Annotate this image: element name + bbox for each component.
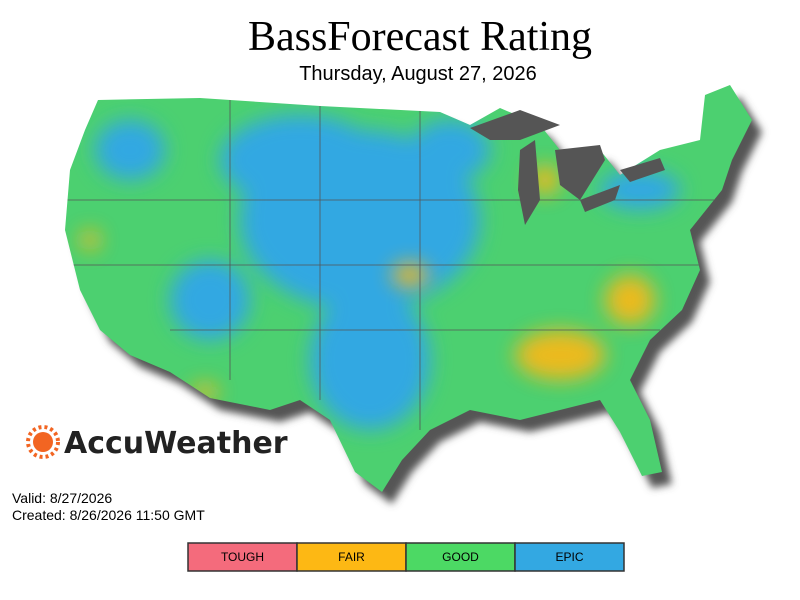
title: BassForecast Rating <box>248 14 592 60</box>
map <box>65 85 762 504</box>
brand-logo: AccuWeather <box>26 425 288 461</box>
legend-label: TOUGH <box>221 550 264 564</box>
created-date: Created: 8/26/2026 11:50 GMT <box>12 507 205 523</box>
brand-name: AccuWeather <box>64 426 288 461</box>
legend-label: FAIR <box>338 550 365 564</box>
great-lakes <box>470 110 665 225</box>
legend-label: EPIC <box>555 550 583 564</box>
legend-swatch <box>514 542 625 572</box>
legend-label: GOOD <box>442 550 479 564</box>
legend-swatch <box>187 542 298 572</box>
legend-swatch <box>405 542 516 572</box>
valid-date: Valid: 8/27/2026 <box>12 490 112 506</box>
subtitle: Thursday, August 27, 2026 <box>299 63 537 85</box>
legend: TOUGH FAIR GOOD EPIC <box>187 542 625 572</box>
